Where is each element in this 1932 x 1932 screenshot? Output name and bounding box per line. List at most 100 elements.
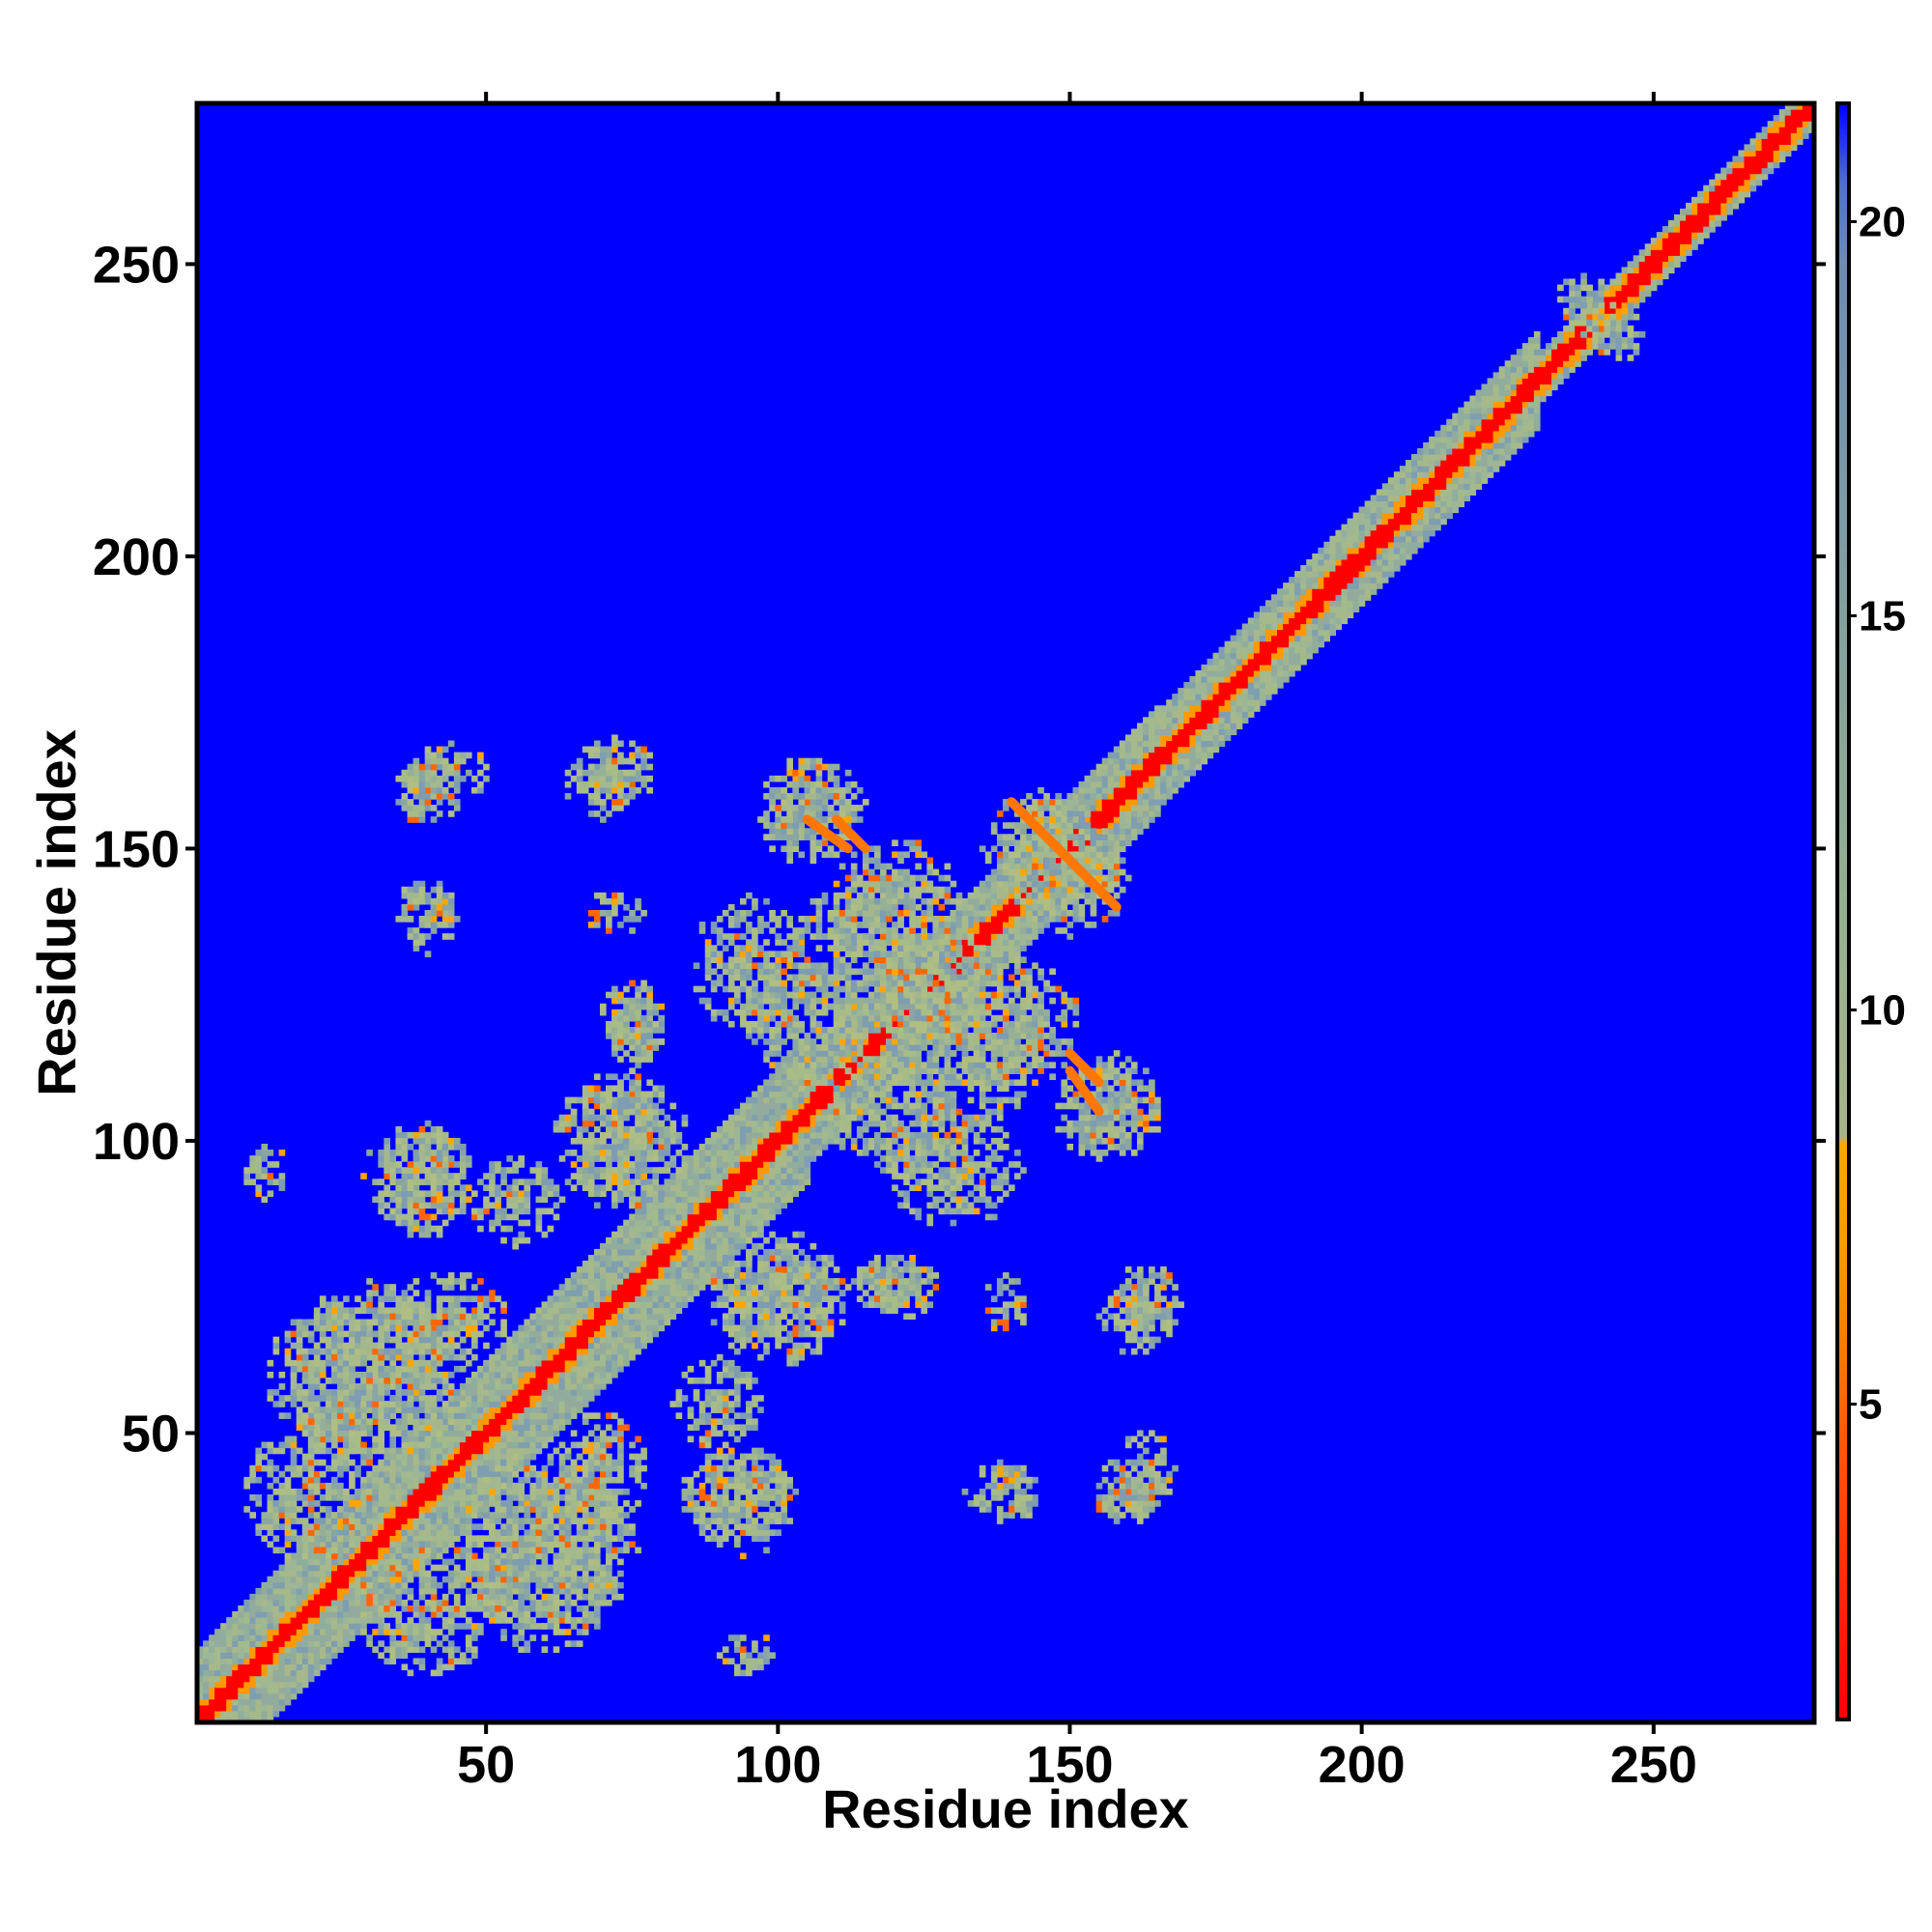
diagonal-cell [1423, 512, 1430, 520]
diagonal-cell [1277, 606, 1284, 612]
diagonal-cell [506, 1435, 513, 1443]
diagonal-cell [1130, 752, 1138, 759]
diagonal-cell [1609, 296, 1617, 303]
diagonal-cell [606, 1290, 612, 1296]
diagonal-cell [261, 1663, 269, 1671]
diagonal-cell [1166, 699, 1173, 706]
diagonal-cell [307, 1640, 315, 1647]
diagonal-cell [395, 1529, 403, 1536]
diagonal-cell [1009, 897, 1015, 905]
diagonal-cell [447, 1500, 455, 1507]
diagonal-cell [856, 1102, 864, 1110]
diagonal-cell [214, 1663, 221, 1671]
diagonal-cell [727, 1236, 735, 1244]
diagonal-cell [518, 1453, 526, 1461]
diagonal-cell [635, 1307, 641, 1315]
diagonal-cell [961, 945, 969, 952]
diagonal-cell [535, 1406, 543, 1413]
diagonal-cell [307, 1658, 315, 1665]
diagonal-cell [1458, 418, 1464, 426]
diagonal-cell [1393, 558, 1401, 566]
diagonal-cell [1417, 466, 1424, 472]
diagonal-cell [1370, 529, 1378, 537]
diagonal-cell [1201, 740, 1208, 748]
diagonal-cell [447, 1523, 455, 1530]
diagonal-cell [412, 1464, 420, 1472]
diagonal-cell [716, 1231, 724, 1238]
diagonal-cell [1201, 728, 1208, 736]
diagonal-cell [1247, 646, 1255, 654]
diagonal-cell [547, 1353, 554, 1361]
diagonal-cell [1656, 238, 1663, 244]
diagonal-cell [1032, 927, 1038, 934]
diagonal-cell [459, 1464, 467, 1472]
diagonal-cell [1521, 378, 1529, 385]
diagonal-cell [1119, 786, 1126, 794]
diagonal-cell [307, 1629, 315, 1635]
diagonal-cell [1294, 606, 1301, 612]
diagonal-cell [990, 933, 998, 940]
diagonal-cell [477, 1435, 484, 1443]
diagonal-cell [1253, 640, 1261, 648]
diagonal-cell [220, 1652, 227, 1660]
diagonal-cell [337, 1623, 344, 1630]
diagonal-cell [407, 1476, 414, 1484]
diagonal-cell [1516, 418, 1523, 426]
diagonal-cell [389, 1464, 397, 1472]
diagonal-cell [529, 1418, 537, 1426]
diagonal-cell [1143, 775, 1150, 782]
diagonal-cell [1429, 512, 1435, 520]
diagonal-cell [722, 1167, 729, 1174]
diagonal-cell [658, 1261, 666, 1267]
diagonal-cell [704, 1242, 712, 1250]
diagonal-cell [587, 1371, 595, 1378]
diagonal-cell [763, 1131, 770, 1139]
diagonal-cell [867, 1067, 875, 1074]
diagonal-cell [512, 1383, 519, 1390]
diagonal-cell [862, 1085, 869, 1093]
diagonal-cell [1370, 577, 1378, 583]
diagonal-cell [1247, 664, 1255, 671]
diagonal-cell [1446, 489, 1453, 496]
diagonal-cell [1458, 424, 1464, 432]
diagonal-cell [921, 1033, 928, 1039]
diagonal-cell [1236, 669, 1243, 677]
diagonal-cell [1113, 851, 1121, 859]
diagonal-cell [1172, 694, 1179, 700]
diagonal-cell [203, 1704, 210, 1712]
diagonal-cell [1521, 384, 1529, 391]
diagonal-cell [319, 1576, 327, 1583]
diagonal-cell [827, 1131, 835, 1139]
diagonal-cell [1557, 378, 1564, 385]
diagonal-cell [278, 1570, 286, 1577]
diagonal-cell [325, 1587, 332, 1595]
diagonal-cell [325, 1558, 332, 1566]
diagonal-cell [1656, 278, 1663, 286]
diagonal-cell [343, 1558, 350, 1566]
diagonal-cell [512, 1353, 519, 1361]
diagonal-cell [1236, 640, 1243, 648]
diagonal-cell [1405, 524, 1412, 531]
diagonal-cell [681, 1184, 689, 1191]
diagonal-cell [1178, 717, 1184, 724]
diagonal-cell [278, 1698, 286, 1706]
diagonal-cell [395, 1464, 403, 1472]
diagonal-cell [669, 1272, 677, 1279]
diagonal-cell [582, 1301, 589, 1308]
diagonal-cell [1475, 401, 1483, 409]
diagonal-cell [1113, 810, 1121, 817]
diagonal-cell [249, 1640, 257, 1647]
diagonal-cell [1009, 922, 1015, 928]
diagonal-cell [203, 1698, 210, 1706]
diagonal-cell [763, 1120, 770, 1127]
diagonal-cell [984, 933, 992, 940]
diagonal-cell [775, 1150, 781, 1156]
diagonal-cell [984, 916, 992, 923]
diagonal-cell [892, 1056, 898, 1063]
diagonal-cell [226, 1669, 233, 1677]
diagonal-cell [529, 1330, 537, 1338]
diagonal-cell [1247, 640, 1255, 648]
diagonal-cell [669, 1290, 677, 1296]
diagonal-cell [740, 1137, 747, 1145]
diagonal-cell [669, 1295, 677, 1302]
